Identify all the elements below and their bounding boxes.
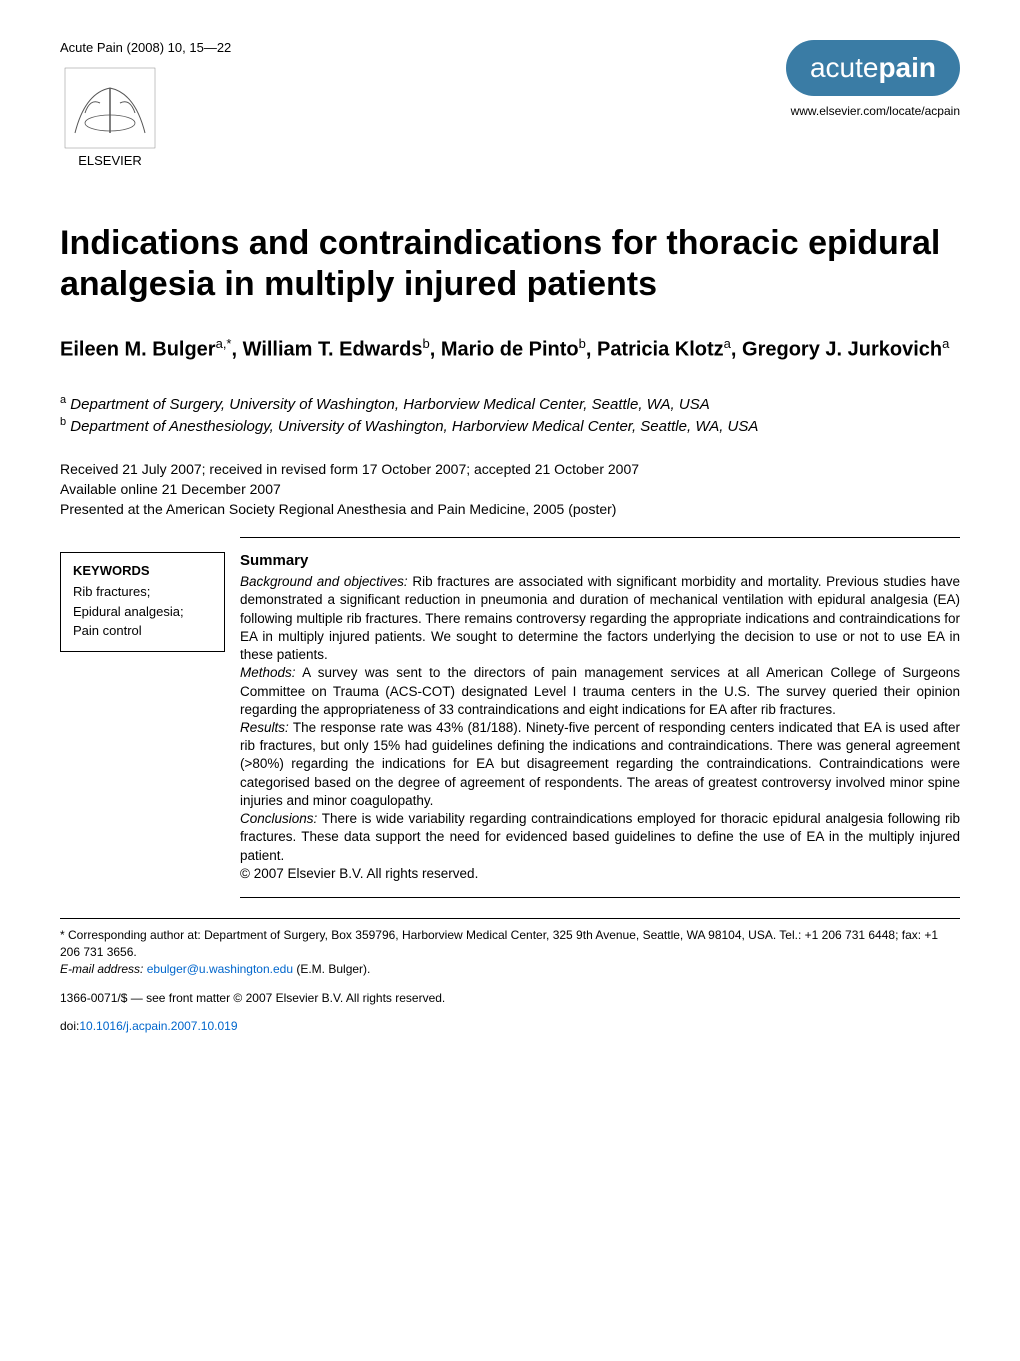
journal-url: www.elsevier.com/locate/acpain	[786, 104, 960, 118]
affiliations: a Department of Surgery, University of W…	[60, 393, 960, 437]
journal-logo-bold: pain	[878, 52, 936, 83]
summary-body: Background and objectives: Rib fractures…	[240, 573, 960, 883]
article-title: Indications and contraindications for th…	[60, 223, 960, 305]
corresponding-author: * Corresponding author at: Department of…	[60, 927, 960, 961]
summary-heading: Summary	[240, 552, 960, 569]
authors-list: Eileen M. Bulgera,*, William T. Edwardsb…	[60, 335, 960, 364]
page-header: Acute Pain (2008) 10, 15—22 ELSEVIER acu…	[60, 40, 960, 173]
journal-logo: acutepain	[786, 40, 960, 96]
methods-label: Methods:	[240, 665, 296, 680]
email-address[interactable]: ebulger@u.washington.edu	[147, 962, 293, 976]
doi-line: doi:10.1016/j.acpain.2007.10.019	[60, 1019, 960, 1033]
affiliation-a: a Department of Surgery, University of W…	[60, 393, 960, 415]
abstract-box: KEYWORDS Rib fractures;Epidural analgesi…	[240, 537, 960, 898]
journal-reference: Acute Pain (2008) 10, 15—22	[60, 40, 231, 55]
footnotes: * Corresponding author at: Department of…	[60, 918, 960, 977]
elsevier-logo: ELSEVIER	[60, 63, 160, 173]
methods-text: A survey was sent to the directors of pa…	[240, 665, 960, 716]
email-label: E-mail address:	[60, 962, 143, 976]
svg-text:ELSEVIER: ELSEVIER	[78, 153, 142, 168]
results-label: Results:	[240, 720, 289, 735]
background-label: Background and objectives:	[240, 574, 408, 589]
journal-logo-light: acute	[810, 52, 879, 83]
conclusions-text: There is wide variability regarding cont…	[240, 811, 960, 862]
received-line: Received 21 July 2007; received in revis…	[60, 461, 960, 477]
summary-copyright: © 2007 Elsevier B.V. All rights reserved…	[240, 866, 478, 881]
conclusions-label: Conclusions:	[240, 811, 317, 826]
results-text: The response rate was 43% (81/188). Nine…	[240, 720, 960, 808]
issn-line: 1366-0071/$ — see front matter © 2007 El…	[60, 991, 960, 1005]
available-line: Available online 21 December 2007	[60, 481, 960, 497]
keywords-box: KEYWORDS Rib fractures;Epidural analgesi…	[60, 552, 225, 652]
header-right: acutepain www.elsevier.com/locate/acpain	[786, 40, 960, 118]
keywords-list: Rib fractures;Epidural analgesia;Pain co…	[73, 582, 212, 641]
header-left: Acute Pain (2008) 10, 15—22 ELSEVIER	[60, 40, 231, 173]
presented-line: Presented at the American Society Region…	[60, 501, 960, 517]
doi-label: doi:	[60, 1019, 79, 1033]
keywords-heading: KEYWORDS	[73, 563, 212, 578]
email-suffix: (E.M. Bulger).	[293, 962, 370, 976]
affiliation-b: b Department of Anesthesiology, Universi…	[60, 415, 960, 437]
email-line: E-mail address: ebulger@u.washington.edu…	[60, 961, 960, 978]
doi-link[interactable]: 10.1016/j.acpain.2007.10.019	[79, 1019, 237, 1033]
